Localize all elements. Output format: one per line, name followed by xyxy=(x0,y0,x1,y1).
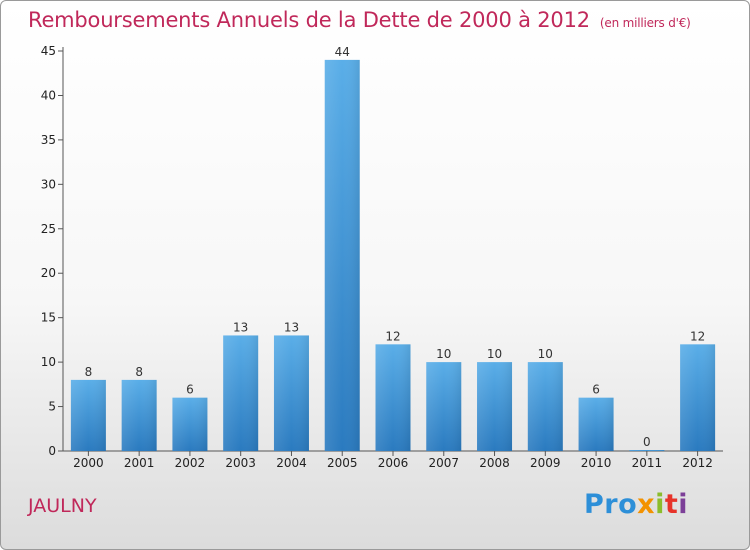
chart-unit: (en milliers d'€) xyxy=(599,16,691,30)
bar-shade-2005 xyxy=(324,59,360,452)
logo-part-2: x xyxy=(637,489,656,520)
data-label: 8 xyxy=(135,365,143,379)
bar-shade-2007 xyxy=(426,362,462,451)
data-label: 6 xyxy=(186,383,194,397)
logo-part-5: i xyxy=(678,489,689,520)
x-tick-label: 2011 xyxy=(632,456,663,470)
x-tick-label: 2006 xyxy=(378,456,409,470)
data-label: 12 xyxy=(690,329,705,343)
x-tick-label: 2002 xyxy=(175,456,206,470)
x-tick-label: 2005 xyxy=(327,456,358,470)
x-tick-label: 2003 xyxy=(225,456,256,470)
y-tick-label: 5 xyxy=(48,400,56,414)
labels-group: 2000 8 2001 8 2002 6 2003 13 2004 13 2005 44 2006 12 2… xyxy=(73,45,713,470)
bar-shade-2012 xyxy=(680,344,716,451)
data-label: 10 xyxy=(487,347,502,361)
x-tick-label: 2008 xyxy=(479,456,510,470)
x-tick-label: 2000 xyxy=(73,456,104,470)
bar-shade-2004 xyxy=(273,335,309,451)
data-label: 10 xyxy=(538,347,553,361)
bar-shade-2003 xyxy=(223,335,259,451)
y-tick-label: 35 xyxy=(41,133,56,147)
data-label: 13 xyxy=(284,320,299,334)
x-tick-label: 2009 xyxy=(530,456,561,470)
chart-title: Remboursements Annuels de la Dette de 20… xyxy=(28,8,691,32)
x-tick-label: 2010 xyxy=(581,456,612,470)
bar-shade-2006 xyxy=(375,344,411,451)
logo-part-1: Pro xyxy=(584,489,638,520)
axes-group: 0 5 10 15 20 25 30 35 40 45 xyxy=(41,44,723,458)
data-label: 12 xyxy=(385,329,400,343)
y-tick-label: 10 xyxy=(41,355,56,369)
y-tick-label: 15 xyxy=(41,311,56,325)
bar-shade-2011 xyxy=(629,450,665,451)
y-tick-label: 30 xyxy=(41,177,56,191)
data-label: 8 xyxy=(85,365,93,379)
data-label: 13 xyxy=(233,320,248,334)
bar-shade-2010 xyxy=(578,397,614,451)
bar-shade-2002 xyxy=(172,397,208,451)
data-label: 0 xyxy=(643,435,651,449)
y-tick-label: 40 xyxy=(41,88,56,102)
logo-part-4: t xyxy=(664,489,679,520)
logo-part-3: i xyxy=(655,489,665,520)
bar-shade-2000 xyxy=(70,379,106,451)
data-label: 10 xyxy=(436,347,451,361)
y-tick-label: 20 xyxy=(41,266,56,280)
data-label: 44 xyxy=(335,45,350,59)
x-tick-label: 2004 xyxy=(276,456,307,470)
x-tick-label: 2007 xyxy=(428,456,459,470)
data-label: 6 xyxy=(592,383,600,397)
x-tick-label: 2012 xyxy=(682,456,713,470)
proxiti-logo: Proxiti xyxy=(584,489,688,520)
chart-title-text: Remboursements Annuels de la Dette de 20… xyxy=(28,8,590,32)
bars-group xyxy=(70,59,716,452)
x-tick-label: 2001 xyxy=(124,456,155,470)
y-tick-label: 0 xyxy=(48,444,56,458)
bar-shade-2001 xyxy=(121,379,157,451)
y-tick-label: 25 xyxy=(41,222,56,236)
bar-shade-2009 xyxy=(527,362,563,451)
commune-name: JAULNY xyxy=(28,495,97,517)
y-tick-label: 45 xyxy=(41,44,56,58)
bar-shade-2008 xyxy=(477,362,513,451)
